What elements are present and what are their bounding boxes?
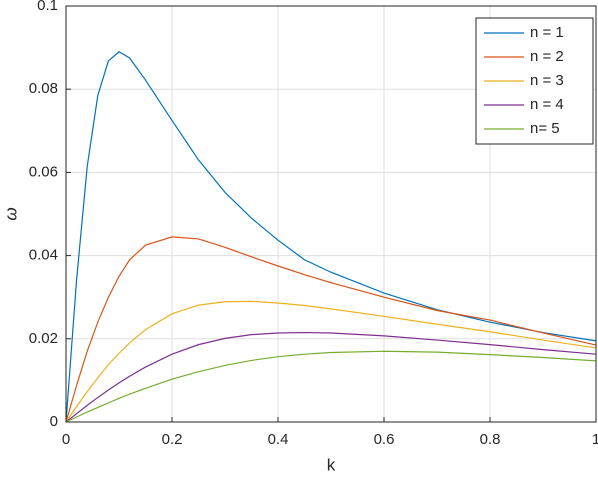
- y-tick-label: 0.1: [37, 0, 58, 14]
- y-tick-label: 0.08: [29, 80, 58, 97]
- x-tick-label: 1: [592, 431, 598, 448]
- legend: n = 1 n = 2 n = 3 n = 4 n= 5: [475, 17, 594, 145]
- legend-label: n = 4: [530, 96, 564, 113]
- x-tick-label: 0.4: [268, 431, 289, 448]
- y-tick-label: 0.06: [29, 163, 58, 180]
- line: [65, 350, 597, 423]
- line: [65, 331, 597, 423]
- legend-label: n = 3: [530, 72, 564, 89]
- line: [65, 51, 597, 423]
- y-tick-label: 0.02: [29, 330, 58, 347]
- x-tick-label: 0.2: [162, 431, 183, 448]
- y-tick-label: 0: [50, 413, 58, 430]
- legend-label: n = 1: [530, 24, 564, 41]
- x-tick-label: 0.8: [480, 431, 501, 448]
- line: [65, 300, 597, 423]
- x-tick-label: 0.6: [374, 431, 395, 448]
- x-tick-label: 0: [62, 431, 70, 448]
- plot-frame: [65, 5, 597, 423]
- x-axis-label: k: [327, 455, 336, 474]
- legend-label: n= 5: [530, 120, 560, 137]
- line: [65, 236, 597, 423]
- y-tick-label: 0.04: [29, 247, 58, 264]
- legend-label: n = 2: [530, 48, 564, 65]
- y-axis-label: ω: [1, 207, 20, 220]
